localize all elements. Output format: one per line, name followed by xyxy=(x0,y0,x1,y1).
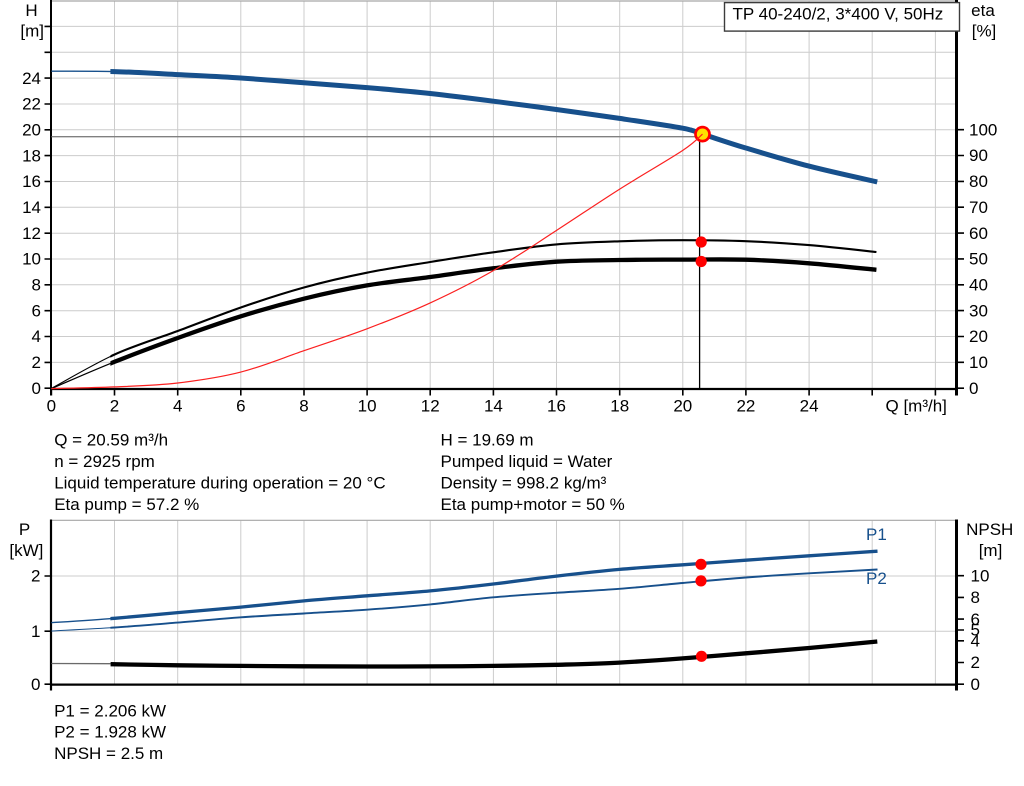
svg-text:10: 10 xyxy=(358,396,377,415)
svg-text:12: 12 xyxy=(22,224,41,243)
svg-text:[m]: [m] xyxy=(20,21,44,40)
svg-text:22: 22 xyxy=(736,396,755,415)
svg-text:16: 16 xyxy=(547,396,566,415)
svg-text:22: 22 xyxy=(22,95,41,114)
svg-text:0: 0 xyxy=(971,675,980,694)
svg-text:2: 2 xyxy=(31,567,40,586)
svg-text:4: 4 xyxy=(32,327,41,346)
svg-text:TP 40-240/2, 3*400 V, 50Hz: TP 40-240/2, 3*400 V, 50Hz xyxy=(733,5,944,24)
svg-text:NPSH: NPSH xyxy=(966,520,1013,539)
svg-text:6: 6 xyxy=(236,396,245,415)
svg-text:1: 1 xyxy=(31,622,40,641)
svg-text:eta: eta xyxy=(971,1,995,20)
svg-text:Density = 998.2 kg/m³: Density = 998.2 kg/m³ xyxy=(441,474,607,493)
svg-text:0: 0 xyxy=(31,675,40,694)
svg-text:6: 6 xyxy=(971,610,980,629)
svg-text:20: 20 xyxy=(22,121,41,140)
svg-text:90: 90 xyxy=(969,146,988,165)
svg-text:2: 2 xyxy=(971,653,980,672)
svg-text:70: 70 xyxy=(969,198,988,217)
svg-text:100: 100 xyxy=(969,120,997,139)
svg-text:n = 2925 rpm: n = 2925 rpm xyxy=(54,452,155,471)
svg-text:10: 10 xyxy=(971,566,990,585)
svg-text:6: 6 xyxy=(32,301,41,320)
svg-text:P1: P1 xyxy=(866,525,887,544)
svg-text:H: H xyxy=(25,1,37,20)
svg-text:Eta pump = 57.2 %: Eta pump = 57.2 % xyxy=(54,495,199,514)
svg-text:2: 2 xyxy=(110,396,119,415)
svg-text:18: 18 xyxy=(22,146,41,165)
svg-text:10: 10 xyxy=(969,353,988,372)
svg-text:14: 14 xyxy=(484,396,503,415)
svg-text:0: 0 xyxy=(969,379,978,398)
svg-text:P: P xyxy=(19,520,30,539)
svg-text:24: 24 xyxy=(800,396,819,415)
svg-text:4: 4 xyxy=(173,396,182,415)
svg-text:40: 40 xyxy=(969,276,988,295)
svg-text:Q [m³/h]: Q [m³/h] xyxy=(886,396,947,415)
svg-text:[m]: [m] xyxy=(979,541,1003,560)
svg-text:16: 16 xyxy=(22,172,41,191)
svg-text:50: 50 xyxy=(969,250,988,269)
svg-text:14: 14 xyxy=(22,198,41,217)
svg-text:P1 = 2.206 kW: P1 = 2.206 kW xyxy=(54,701,166,720)
svg-text:0: 0 xyxy=(47,396,56,415)
svg-text:18: 18 xyxy=(610,396,629,415)
svg-text:12: 12 xyxy=(421,396,440,415)
svg-text:30: 30 xyxy=(969,301,988,320)
svg-text:20: 20 xyxy=(969,327,988,346)
svg-text:8: 8 xyxy=(299,396,308,415)
svg-text:10: 10 xyxy=(22,250,41,269)
svg-text:P2 = 1.928 kW: P2 = 1.928 kW xyxy=(54,723,166,742)
svg-text:20: 20 xyxy=(673,396,692,415)
svg-text:NPSH = 2.5 m: NPSH = 2.5 m xyxy=(54,744,163,763)
svg-text:P2: P2 xyxy=(866,569,887,588)
svg-text:80: 80 xyxy=(969,172,988,191)
svg-text:24: 24 xyxy=(22,69,41,88)
svg-text:8: 8 xyxy=(971,588,980,607)
svg-text:H = 19.69 m: H = 19.69 m xyxy=(441,431,534,450)
svg-text:2: 2 xyxy=(32,353,41,372)
svg-text:60: 60 xyxy=(969,224,988,243)
svg-text:Liquid temperature during oper: Liquid temperature during operation = 20… xyxy=(54,474,385,493)
svg-text:8: 8 xyxy=(32,276,41,295)
svg-text:[kW]: [kW] xyxy=(9,541,43,560)
svg-text:0: 0 xyxy=(32,379,41,398)
svg-text:[%]: [%] xyxy=(972,21,997,40)
svg-text:Pumped liquid = Water: Pumped liquid = Water xyxy=(441,452,613,471)
svg-text:Eta pump+motor = 50 %: Eta pump+motor = 50 % xyxy=(441,495,625,514)
svg-text:Q = 20.59 m³/h: Q = 20.59 m³/h xyxy=(54,431,168,450)
